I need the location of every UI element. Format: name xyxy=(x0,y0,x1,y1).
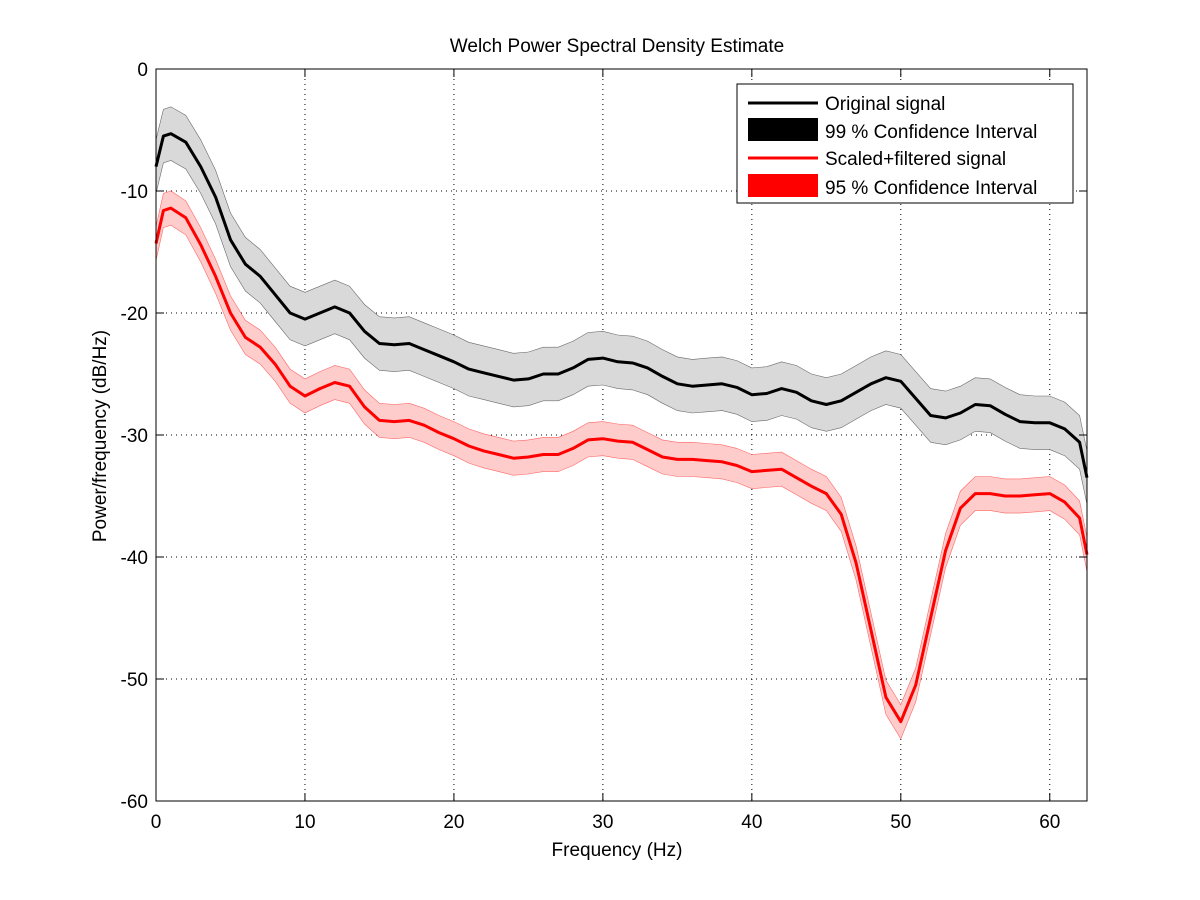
x-axis-label: Frequency (Hz) xyxy=(552,840,683,861)
legend: Original signal 99 % Confidence Interval… xyxy=(736,83,1074,204)
x-tick-label: 20 xyxy=(443,812,464,833)
confidence-lower-1 xyxy=(155,224,1088,740)
confidence-lower-0 xyxy=(155,160,1088,505)
y-axis-label: Power/frequency (dB/Hz) xyxy=(90,330,111,542)
y-tick-label: -40 xyxy=(121,548,148,569)
confidence-upper-0 xyxy=(155,106,1088,451)
confidence-band-0 xyxy=(156,106,1087,505)
legend-label-99-ci: 99 % Confidence Interval xyxy=(825,122,1037,143)
x-tick-label: 30 xyxy=(592,812,613,833)
series-layer xyxy=(154,106,1089,740)
series-line-1 xyxy=(154,206,1089,724)
y-tick-label: -60 xyxy=(121,792,148,813)
tick-marks-and-labels: 0 10 20 30 40 50 60 0 -10 -20 -30 -40 -50 -60 xyxy=(121,60,1087,833)
confidence-upper-1 xyxy=(155,190,1088,706)
series-line-0 xyxy=(154,132,1089,479)
legend-swatch-95-ci xyxy=(748,174,818,197)
x-tick-label: 0 xyxy=(151,812,162,833)
legend-label-scaled-filtered-signal: Scaled+filtered signal xyxy=(825,149,1006,170)
x-tick-label: 40 xyxy=(741,812,762,833)
y-tick-label: -10 xyxy=(121,182,148,203)
y-tick-label: -50 xyxy=(121,670,148,691)
legend-label-original-signal: Original signal xyxy=(825,94,945,115)
x-tick-label: 60 xyxy=(1039,812,1060,833)
y-tick-label: 0 xyxy=(137,60,148,81)
legend-label-95-ci: 95 % Confidence Interval xyxy=(825,178,1037,199)
chart-title: Welch Power Spectral Density Estimate xyxy=(450,36,784,57)
y-tick-label: -20 xyxy=(121,304,148,325)
y-tick-label: -30 xyxy=(121,426,148,447)
legend-swatch-99-ci xyxy=(748,118,818,141)
x-tick-label: 10 xyxy=(294,812,315,833)
x-tick-label: 50 xyxy=(890,812,911,833)
